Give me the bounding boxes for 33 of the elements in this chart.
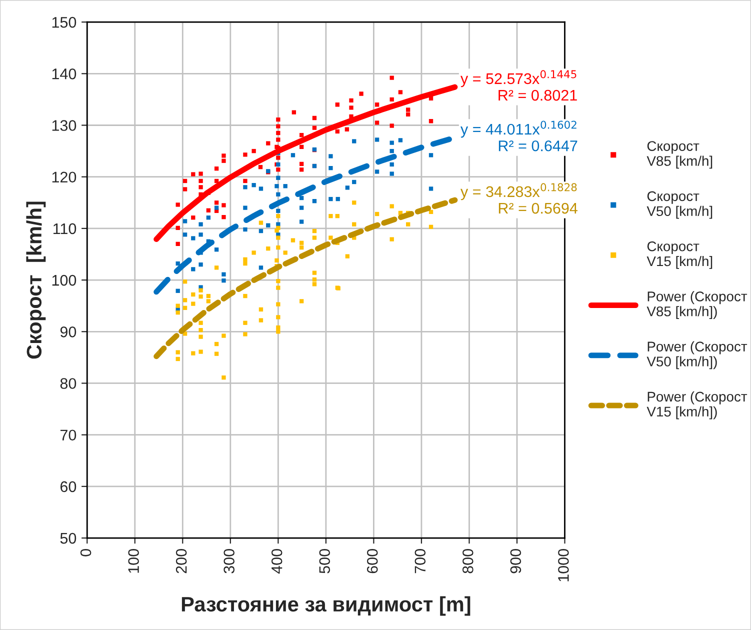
x-tick-label: 300 [224, 549, 235, 574]
y-tick-label: 130 [52, 120, 76, 131]
x-tick-label: 500 [319, 549, 330, 574]
y-axis-title: Скорост [km/h] [26, 202, 46, 359]
y-tick-label: 50 [60, 532, 76, 544]
annotation: y = 34.283x$^{0.1828}$ R² = 0.5694 [460, 183, 578, 214]
x-tick-label: 1000 [558, 549, 569, 582]
y-tick-label: 60 [60, 481, 76, 492]
y-tick-label: 70 [60, 430, 76, 441]
x-tick-label: 0 [80, 549, 92, 556]
legend-label: Скорост V85 [km/h] [646, 141, 712, 169]
x-tick-label: 400 [271, 549, 282, 574]
y-tick-label: 120 [52, 172, 76, 183]
y-tick-label: 150 [52, 16, 76, 28]
x-tick-label: 200 [176, 549, 187, 574]
legend-label: Power (Скорост V15 [km/h]) [646, 391, 748, 420]
annotation: y = 44.011x$^{0.1602}$ R² = 0.6447 [460, 120, 578, 152]
x-tick-label: 600 [366, 549, 378, 574]
y-tick-label: 140 [52, 68, 76, 80]
y-tick-label: 100 [52, 274, 76, 286]
x-axis-title: Разстояние за видимост [m] [182, 596, 470, 616]
x-tick-label: 800 [462, 549, 474, 574]
y-tick-label: 90 [60, 326, 76, 338]
legend-label: Power (Скорост V85 [km/h]) [646, 291, 748, 320]
x-tick-label: 900 [510, 549, 522, 574]
legend-label: Скорост V15 [km/h] [646, 241, 712, 269]
x-tick-label: 700 [414, 549, 426, 574]
y-tick-label: 110 [54, 223, 76, 234]
legend-label: Скорост V50 [km/h] [646, 191, 712, 219]
legend-label: Power (Скорост V50 [km/h]) [646, 341, 748, 370]
x-tick-label: 100 [128, 549, 139, 573]
annotation: y = 52.573x$^{0.1445}$ R² = 0.8021 [460, 70, 577, 101]
y-tick-label: 80 [60, 378, 76, 389]
